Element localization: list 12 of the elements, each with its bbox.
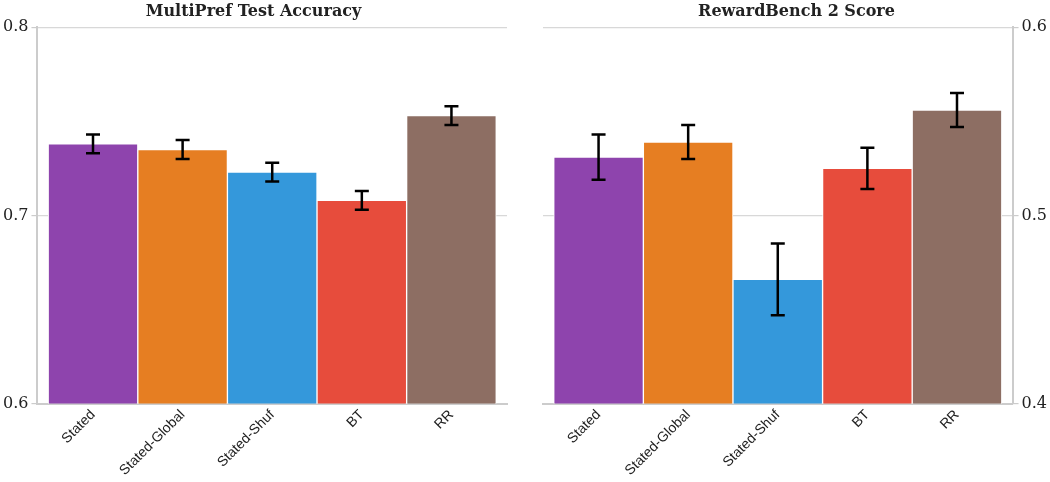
y2-tick-label: 0.6 [1021, 16, 1048, 36]
y2-tick-label: 0.5 [1021, 204, 1048, 224]
chart-title: RewardBench 2 Score [698, 0, 895, 20]
y-tick-label: 0.8 [2, 16, 29, 36]
x-tick-label: BT [342, 405, 367, 431]
x-tick-label: BT [848, 405, 873, 431]
y2-tick-label: 0.4 [1021, 392, 1048, 412]
y-tick-label: 0.6 [2, 392, 29, 412]
x-tick-label: RR [936, 406, 962, 432]
chart-title: MultiPref Test Accuracy [145, 0, 362, 20]
y-tick-label: 0.7 [2, 204, 29, 224]
x-tick-label: RR [430, 406, 457, 432]
